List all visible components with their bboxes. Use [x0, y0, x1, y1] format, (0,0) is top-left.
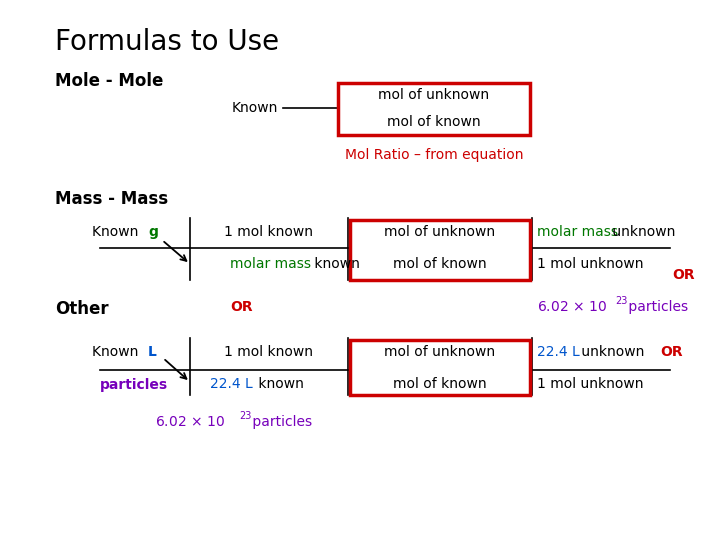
Bar — [338, 83, 530, 135]
Text: 1 mol known: 1 mol known — [225, 345, 313, 359]
Text: 22.4 L: 22.4 L — [210, 377, 253, 391]
Text: Known: Known — [232, 101, 278, 115]
Text: L: L — [148, 345, 157, 359]
Text: mol of unknown: mol of unknown — [379, 88, 490, 102]
Text: OR: OR — [660, 345, 683, 359]
Text: known: known — [254, 377, 304, 391]
Text: Mole - Mole: Mole - Mole — [55, 72, 163, 90]
Text: Known: Known — [92, 225, 143, 239]
Text: Known: Known — [92, 345, 143, 359]
Bar — [350, 340, 530, 395]
Text: 1 mol unknown: 1 mol unknown — [537, 377, 644, 391]
Text: known: known — [310, 257, 360, 271]
Text: mol of known: mol of known — [393, 377, 487, 391]
Text: OR: OR — [672, 268, 695, 282]
Text: Formulas to Use: Formulas to Use — [55, 28, 279, 56]
Text: 22.4 L: 22.4 L — [537, 345, 580, 359]
Text: particles: particles — [100, 378, 168, 392]
Text: OR: OR — [230, 300, 253, 314]
Text: 23: 23 — [615, 296, 627, 306]
Text: mol of known: mol of known — [387, 115, 481, 129]
Text: 6.02 $\times$ 10: 6.02 $\times$ 10 — [155, 415, 225, 429]
Text: particles: particles — [248, 415, 312, 429]
Text: mol of unknown: mol of unknown — [384, 345, 495, 359]
Text: unknown: unknown — [577, 345, 644, 359]
Text: mol of unknown: mol of unknown — [384, 225, 495, 239]
Text: particles: particles — [624, 300, 688, 314]
Text: unknown: unknown — [608, 225, 675, 239]
Text: mol of known: mol of known — [393, 257, 487, 271]
Text: molar mass: molar mass — [230, 257, 311, 271]
Bar — [350, 220, 530, 280]
Text: molar mass: molar mass — [537, 225, 618, 239]
Text: g: g — [148, 225, 158, 239]
Text: Mass - Mass: Mass - Mass — [55, 190, 168, 208]
Text: 23: 23 — [239, 411, 251, 421]
Text: 6.02 $\times$ 10: 6.02 $\times$ 10 — [537, 300, 607, 314]
Text: 1 mol unknown: 1 mol unknown — [537, 257, 644, 271]
Text: 1 mol known: 1 mol known — [225, 225, 313, 239]
Text: Other: Other — [55, 300, 109, 318]
Text: Mol Ratio – from equation: Mol Ratio – from equation — [345, 148, 523, 162]
